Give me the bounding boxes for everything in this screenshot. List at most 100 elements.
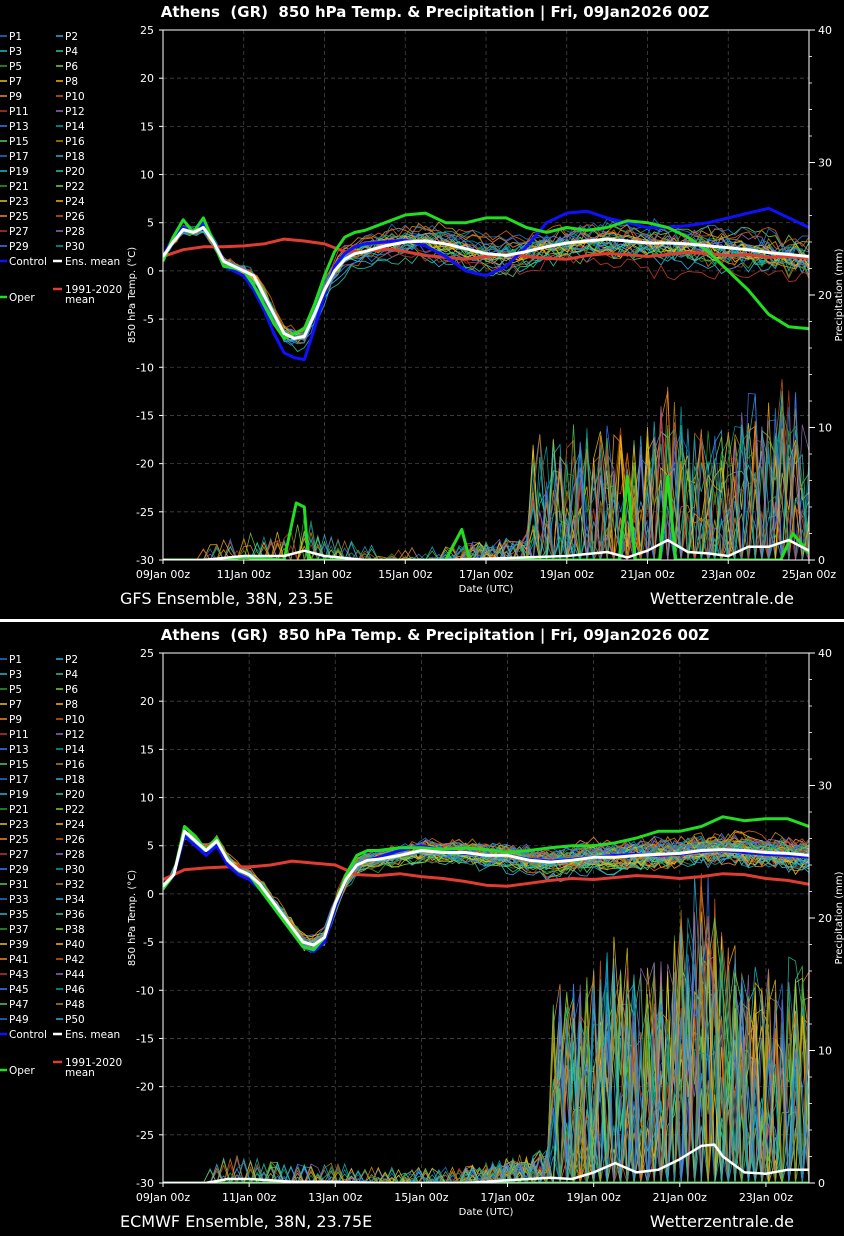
ecmwf-legend-label-P29: P29 [9, 864, 29, 876]
gfs-y-tick-label: -10 [136, 361, 154, 374]
gfs-x-tick-label: 09Jan 00z [136, 568, 190, 581]
ecmwf-legend-label-P34: P34 [65, 894, 85, 906]
gfs-member-precip-P18 [163, 394, 809, 560]
gfs-y-tick-label: 10 [140, 169, 154, 182]
ecmwf-member-precip-P29 [163, 963, 809, 1183]
ecmwf-legend-label-clim: 1991-2020 [65, 1057, 122, 1069]
ecmwf-legend-label-P7: P7 [9, 699, 22, 711]
gfs-highlight-lines [163, 206, 809, 560]
ecmwf-subtitle: ECMWF Ensemble, 38N, 23.75E [120, 1212, 372, 1231]
ecmwf-legend-label-P35: P35 [9, 909, 29, 921]
ecmwf-y2-tick-label: 30 [818, 780, 832, 793]
gfs-y2-tick-label: 20 [818, 289, 832, 302]
ecmwf-y-tick-label: -10 [136, 984, 154, 997]
ecmwf-y2-tick-label: 10 [818, 1045, 832, 1058]
ecmwf-legend-label-P40: P40 [65, 939, 85, 951]
gfs-legend-label-P12: P12 [65, 106, 85, 118]
ecmwf-legend-label-P8: P8 [65, 699, 78, 711]
gfs-plot-frame [162, 29, 810, 561]
ecmwf-legend-label-P19: P19 [9, 789, 29, 801]
gfs-legend-label-P3: P3 [9, 46, 22, 58]
ecmwf-member-precip-P31 [163, 964, 809, 1183]
gfs-legend-label-control: Control [9, 256, 47, 268]
gfs-legend-label-P4: P4 [65, 46, 78, 58]
ecmwf-x-tick-label: 15Jan 00z [394, 1191, 448, 1204]
ecmwf-member-precip-P49 [163, 921, 809, 1183]
gfs-legend-label-P20: P20 [65, 166, 85, 178]
gfs-legend-label-mean: Ens. mean [65, 256, 120, 268]
ecmwf-legend-label-P11: P11 [9, 729, 29, 741]
gfs-legend-label-P17: P17 [9, 151, 29, 163]
gfs-y-tick-label: 20 [140, 72, 154, 85]
gfs-x-tick-label: 11Jan 00z [217, 568, 271, 581]
ecmwf-highlight-lines [163, 815, 809, 1183]
ecmwf-x-tick-label: 13Jan 00z [308, 1191, 362, 1204]
gfs-legend-label-oper: Oper [9, 292, 35, 304]
gfs-legend-label-P18: P18 [65, 151, 85, 163]
ecmwf-legend-label-P48: P48 [65, 999, 85, 1011]
ecmwf-legend-label-P33: P33 [9, 894, 29, 906]
gfs-member-precip-P24 [163, 402, 809, 560]
gfs-legend-label-P16: P16 [65, 136, 85, 148]
ecmwf-member-precip-P3 [163, 958, 809, 1183]
ecmwf-member-precip-P38 [163, 971, 809, 1183]
gfs-legend-label-P23: P23 [9, 196, 29, 208]
gfs-legend-label-P11: P11 [9, 106, 29, 118]
ecmwf-legend-label-P14: P14 [65, 744, 85, 756]
ecmwf-x-tick-label: 09Jan 00z [136, 1191, 190, 1204]
gfs-y-tick-label: -20 [136, 458, 154, 471]
gfs-legend-label-P8: P8 [65, 76, 78, 88]
gfs-y-axis-label: 850 hPa Temp. (°C) [127, 247, 138, 343]
ecmwf-legend-label-P6: P6 [65, 684, 78, 696]
ecmwf-legend-label-P26: P26 [65, 834, 85, 846]
gfs-ens-mean-precip-line [163, 538, 809, 560]
ecmwf-legend-label-P10: P10 [65, 714, 85, 726]
gfs-y-tick-label: 0 [147, 265, 154, 278]
ecmwf-legend-label-P16: P16 [65, 759, 85, 771]
gfs-x-tick-label: 15Jan 00z [378, 568, 432, 581]
gfs-legend-label-P19: P19 [9, 166, 29, 178]
ecmwf-legend-label-P15: P15 [9, 759, 29, 771]
ecmwf-y2-tick-label: 40 [818, 647, 832, 660]
gfs-y2-tick-label: 40 [818, 24, 832, 37]
ecmwf-legend-label-P23: P23 [9, 819, 29, 831]
ecmwf-member-precip-P45 [163, 954, 809, 1183]
ecmwf-y-tick-label: 15 [140, 743, 154, 756]
ecmwf-clim-mean-line [163, 859, 809, 888]
gfs-member-precip-P25 [163, 386, 809, 560]
gfs-y-tick-label: -30 [136, 554, 154, 567]
ecmwf-x-tick-label: 23Jan 00z [739, 1191, 793, 1204]
ecmwf-y-axis-label: 850 hPa Temp. (°C) [127, 870, 138, 966]
ecmwf-legend-label-P46: P46 [65, 984, 85, 996]
ecmwf-legend-label-P36: P36 [65, 909, 85, 921]
gfs-member-precip-P28 [163, 424, 809, 560]
ecmwf-legend-label-P50: P50 [65, 1014, 85, 1026]
ecmwf-legend-label-P9: P9 [9, 714, 22, 726]
gfs-legend-label-P1: P1 [9, 31, 22, 43]
gfs-plot-area: 25 20 15 10 5 0 -5 -10 -15 -20 -25 -30 40 30 20 10 0 09Ja… [136, 24, 836, 581]
ecmwf-chart-title: Athens (GR) 850 hPa Temp. & Precipitatio… [161, 626, 710, 645]
ecmwf-x-tick-label: 17Jan 00z [480, 1191, 534, 1204]
ecmwf-y-tick-label: 5 [147, 840, 154, 853]
ecmwf-legend-label-P49: P49 [9, 1014, 29, 1026]
gfs-legend-label-P22: P22 [65, 181, 85, 193]
ecmwf-member-precip-P48 [163, 971, 809, 1183]
ecmwf-legend-label-P4: P4 [65, 669, 78, 681]
ecmwf-y-tick-label: -30 [136, 1177, 154, 1190]
gfs-x-tick-label: 25Jan 00z [782, 568, 836, 581]
gfs-legend-label-P26: P26 [65, 211, 85, 223]
ecmwf-member-precip-P26 [163, 872, 809, 1183]
gfs-legend-label-P6: P6 [65, 61, 78, 73]
ecmwf-y-tick-label: -15 [136, 1032, 154, 1045]
gfs-legend-label-P27: P27 [9, 226, 29, 238]
ecmwf-legend-label-P5: P5 [9, 684, 22, 696]
ecmwf-legend-label-P3: P3 [9, 669, 22, 681]
ecmwf-legend-label-P30: P30 [65, 864, 85, 876]
gfs-oper-precip-line [163, 475, 809, 560]
panel-divider [0, 619, 844, 622]
ecmwf-y-tick-label: 25 [140, 647, 154, 660]
gfs-legend-label-P29: P29 [9, 241, 29, 253]
ecmwf-legend-label-P18: P18 [65, 774, 85, 786]
ecmwf-legend-label-P28: P28 [65, 849, 85, 861]
ecmwf-member-precip-P23 [163, 911, 809, 1183]
